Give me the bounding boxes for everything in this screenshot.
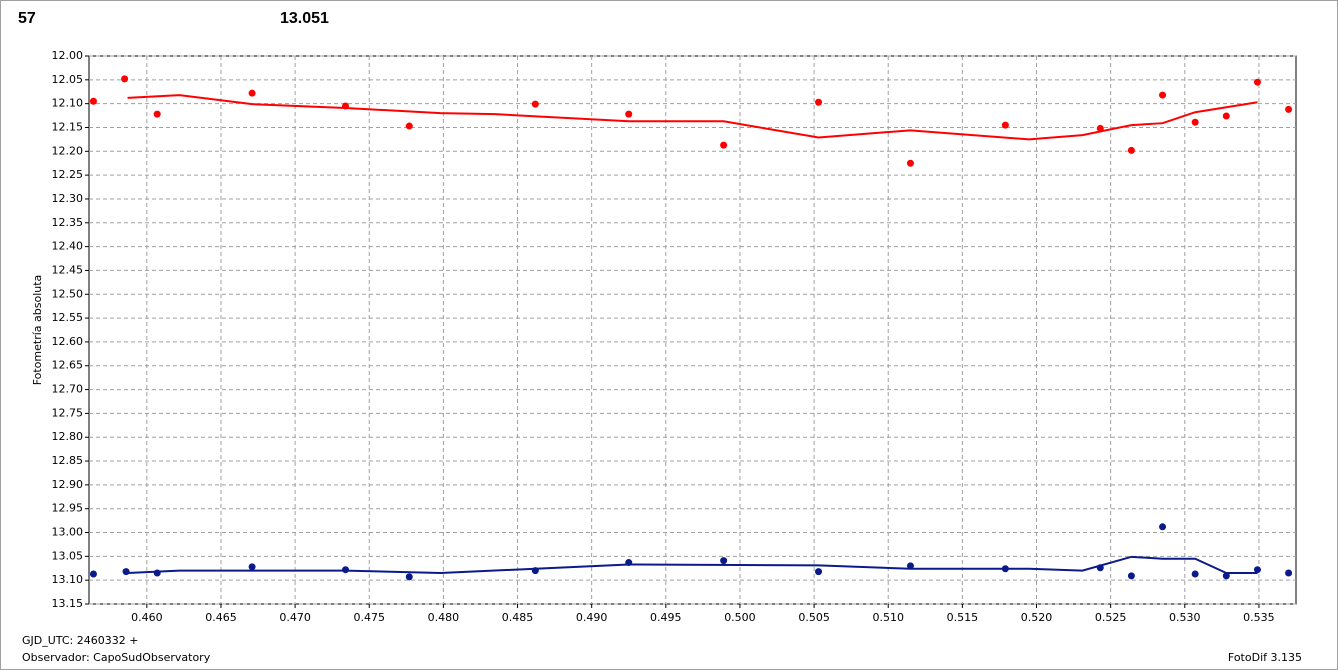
data-point: [1159, 91, 1167, 99]
data-point: [815, 98, 823, 106]
x-tick-label: 0.470: [279, 611, 311, 624]
data-point: [1285, 569, 1293, 577]
data-point: [625, 110, 633, 118]
y-tick-label: 12.75: [52, 406, 84, 419]
data-point: [1127, 572, 1135, 580]
y-tick-label: 12.60: [52, 335, 84, 348]
y-tick-label: 12.30: [52, 192, 84, 205]
data-point: [1127, 146, 1135, 154]
y-tick-label: 12.20: [52, 144, 84, 157]
y-axis-label: Fotometría absoluta: [31, 275, 44, 386]
data-point: [1253, 78, 1261, 86]
y-tick-label: 12.45: [52, 263, 84, 276]
y-tick-label: 12.90: [52, 478, 84, 491]
y-tick-label: 13.05: [52, 549, 84, 562]
x-tick-label: 0.515: [947, 611, 979, 624]
x-tick-label: 0.490: [576, 611, 608, 624]
data-point: [1222, 572, 1230, 580]
series-line: [127, 555, 1258, 575]
data-point: [720, 557, 728, 565]
data-point: [1159, 523, 1167, 531]
data-point: [405, 122, 413, 130]
header-label: 57: [18, 10, 36, 27]
y-tick-label: 12.40: [52, 240, 84, 253]
y-tick-label: 12.70: [52, 383, 84, 396]
y-tick-label: 12.00: [52, 49, 84, 62]
y-tick-label: 12.35: [52, 216, 84, 229]
x-tick-label: 0.465: [205, 611, 237, 624]
data-point: [1191, 118, 1199, 126]
footer-version: FotoDif 3.135: [1228, 651, 1302, 664]
data-point: [1285, 105, 1293, 113]
y-tick-label: 12.05: [52, 73, 84, 86]
footer-gjd: GJD_UTC: 2460332 +: [22, 634, 138, 647]
x-tick-label: 0.475: [353, 611, 385, 624]
data-point: [531, 100, 539, 108]
y-tick-label: 12.50: [52, 287, 84, 300]
data-point: [815, 568, 823, 576]
x-tick-label: 0.500: [724, 611, 756, 624]
y-tick-label: 12.55: [52, 311, 84, 324]
x-tick-label: 0.505: [798, 611, 830, 624]
data-point: [89, 570, 97, 578]
x-tick-label: 0.520: [1021, 611, 1053, 624]
y-tick-label: 12.65: [52, 359, 84, 372]
data-point: [906, 159, 914, 167]
y-tick-label: 12.10: [52, 97, 84, 110]
data-point: [1253, 566, 1261, 574]
x-tick-label: 0.480: [428, 611, 460, 624]
plot-area: [88, 55, 1297, 605]
y-tick-label: 13.00: [52, 526, 84, 539]
series-line: [127, 94, 1258, 141]
data-point: [121, 75, 129, 83]
footer-observer: Observador: CapoSudObservatory: [22, 651, 211, 664]
data-point: [405, 573, 413, 581]
data-point: [153, 110, 161, 118]
y-tick-label: 12.25: [52, 168, 84, 181]
y-tick-label: 13.10: [52, 573, 84, 586]
data-point: [122, 568, 130, 576]
y-tick-label: 12.85: [52, 454, 84, 467]
data-point: [720, 141, 728, 149]
x-tick-label: 0.460: [131, 611, 163, 624]
y-tick-label: 12.15: [52, 120, 84, 133]
x-tick-label: 0.485: [502, 611, 534, 624]
x-tick-label: 0.535: [1243, 611, 1275, 624]
y-tick-label: 12.80: [52, 430, 84, 443]
data-point: [1222, 112, 1230, 120]
x-tick-label: 0.495: [650, 611, 682, 624]
y-tick-label: 12.95: [52, 502, 84, 515]
x-tick-label: 0.530: [1169, 611, 1201, 624]
header-label: 13.051: [280, 10, 329, 27]
data-point: [248, 89, 256, 97]
data-point: [906, 562, 914, 570]
data-point: [248, 563, 256, 571]
y-tick-label: 13.15: [52, 597, 84, 610]
data-point: [89, 97, 97, 105]
x-tick-label: 0.510: [872, 611, 904, 624]
x-tick-label: 0.525: [1095, 611, 1127, 624]
data-point: [1191, 570, 1199, 578]
data-point: [1001, 121, 1009, 129]
